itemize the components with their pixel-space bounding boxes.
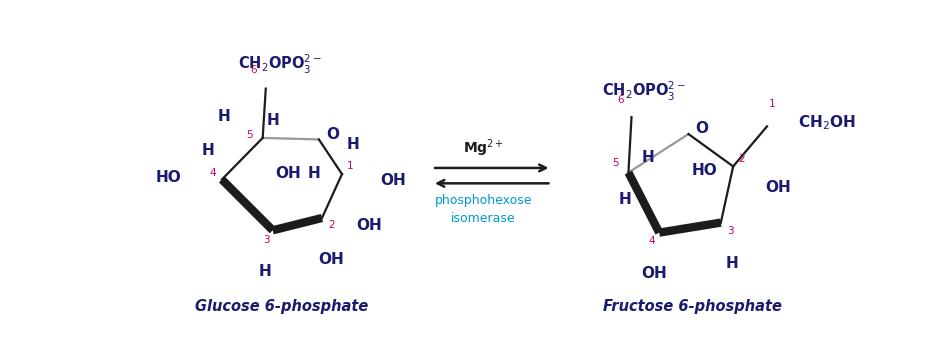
Text: 5: 5 <box>246 130 253 140</box>
Text: Mg$^{2+}$: Mg$^{2+}$ <box>463 137 505 159</box>
Text: H: H <box>346 137 359 152</box>
Text: O: O <box>695 121 708 136</box>
Text: 1: 1 <box>347 161 354 171</box>
Text: H: H <box>642 150 654 165</box>
Text: 6: 6 <box>250 65 256 75</box>
Text: 5: 5 <box>613 158 620 168</box>
Text: OH: OH <box>642 266 668 282</box>
Text: phosphohexose
isomerase: phosphohexose isomerase <box>435 194 533 225</box>
Text: O: O <box>326 127 339 142</box>
Text: OH: OH <box>380 173 406 188</box>
Text: Fructose 6-phosphate: Fructose 6-phosphate <box>603 299 782 314</box>
Text: CH$_2$OH: CH$_2$OH <box>798 113 855 132</box>
Text: 1: 1 <box>769 99 775 109</box>
Text: H: H <box>202 143 214 158</box>
Text: 2: 2 <box>737 154 744 164</box>
Text: 2: 2 <box>328 220 335 230</box>
Text: OH: OH <box>766 180 791 195</box>
Text: HO: HO <box>157 170 182 185</box>
Text: CH$_2$OPO$_3^{2-}$: CH$_2$OPO$_3^{2-}$ <box>238 53 322 76</box>
Text: 6: 6 <box>618 95 624 105</box>
Text: H: H <box>308 166 321 181</box>
Text: H: H <box>267 113 280 129</box>
Text: 4: 4 <box>648 237 654 247</box>
Text: CH$_2$OPO$_3^{2-}$: CH$_2$OPO$_3^{2-}$ <box>602 80 686 103</box>
Text: 4: 4 <box>210 168 217 178</box>
Text: H: H <box>218 109 230 124</box>
Text: 3: 3 <box>263 235 270 245</box>
Text: H: H <box>258 264 272 279</box>
Text: 3: 3 <box>727 226 734 236</box>
Text: OH: OH <box>356 218 382 233</box>
Text: H: H <box>619 192 631 207</box>
Text: OH: OH <box>319 252 344 267</box>
Text: OH: OH <box>275 166 301 181</box>
Text: HO: HO <box>692 163 718 178</box>
Text: Glucose 6-phosphate: Glucose 6-phosphate <box>195 299 369 314</box>
Text: H: H <box>725 256 738 271</box>
